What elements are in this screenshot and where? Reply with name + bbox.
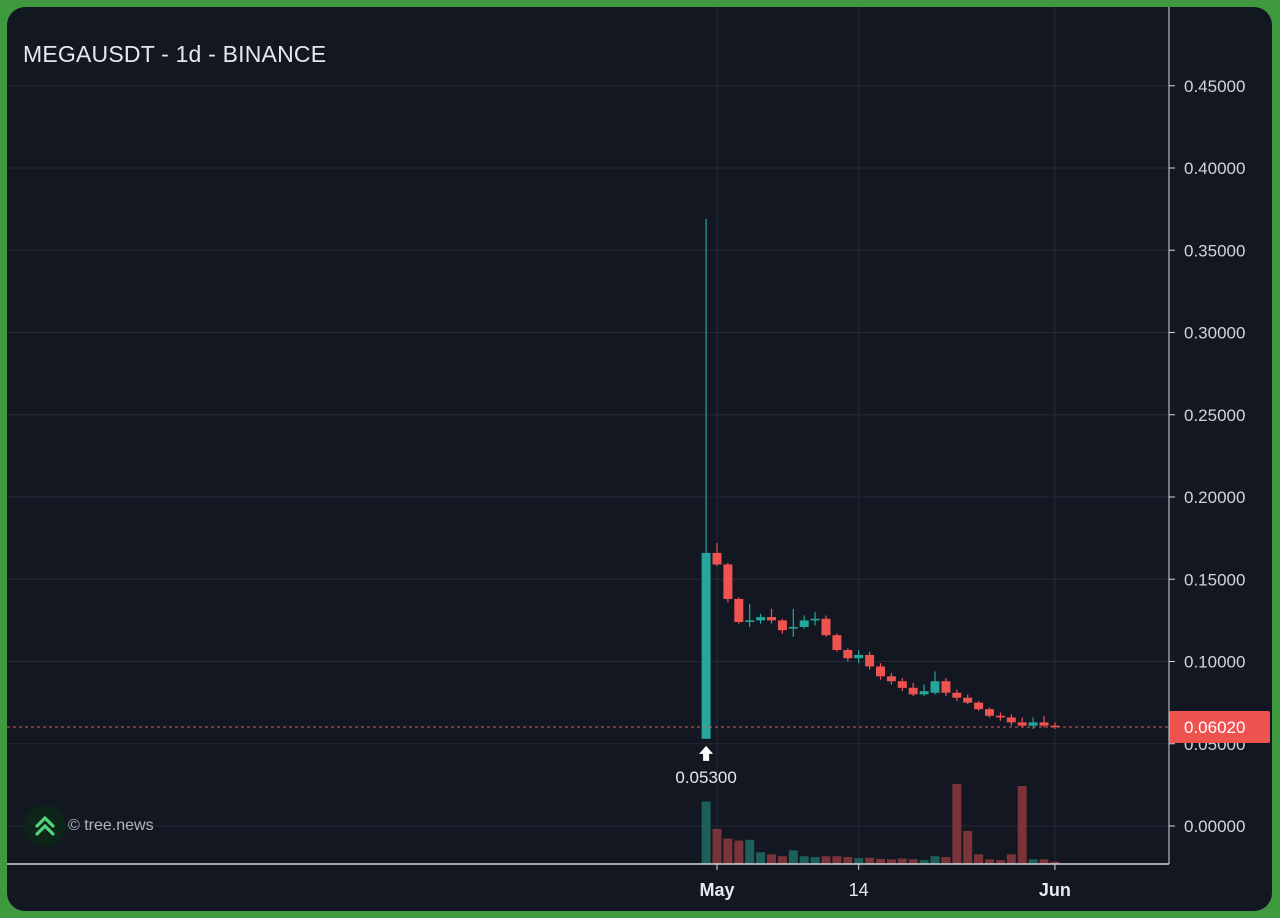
- candle-body: [832, 635, 842, 650]
- y-tick-label: 0.30000: [1184, 324, 1245, 343]
- candle-body: [974, 702, 984, 710]
- watermark-text: © tree.news: [68, 817, 154, 834]
- volume-bar: [843, 856, 853, 864]
- volume-bar: [723, 838, 733, 864]
- candle-body: [995, 715, 1005, 718]
- candle-body: [1028, 722, 1038, 726]
- candle-body: [745, 620, 755, 623]
- volume-bar: [897, 858, 907, 864]
- volume-bar: [712, 828, 722, 864]
- candle-body: [941, 681, 951, 693]
- volume-bar: [821, 856, 831, 864]
- candle-body: [930, 681, 940, 693]
- volume-bar: [767, 854, 776, 864]
- candle-body: [963, 697, 973, 703]
- candle-body: [952, 692, 962, 698]
- candle-body: [843, 649, 853, 659]
- volume-bar: [1017, 786, 1027, 864]
- volume-bar: [908, 859, 918, 864]
- y-tick-label: 0.45000: [1184, 77, 1245, 96]
- y-tick-label: 0.25000: [1184, 406, 1245, 425]
- volume-bar: [941, 856, 951, 864]
- candle-body: [712, 552, 722, 565]
- y-tick-label: 0.20000: [1184, 488, 1245, 507]
- tree-news-logo-icon: [24, 805, 66, 847]
- candle-body: [876, 666, 885, 677]
- y-tick-label: 0.40000: [1184, 159, 1245, 178]
- candle-body: [1039, 722, 1049, 726]
- volume-bar: [974, 854, 984, 864]
- volume-bar: [952, 784, 962, 864]
- x-tick-label: May: [699, 880, 734, 900]
- last-price-badge: [1169, 710, 1270, 743]
- volume-bar: [985, 859, 994, 864]
- volume-bar: [799, 856, 809, 864]
- candlestick-chart[interactable]: 0.45000 0.40000 0.35000 0.30000 0.25000 0.200…: [7, 7, 1272, 911]
- candle-body: [1017, 722, 1027, 726]
- candle-body: [767, 617, 776, 621]
- volume-bar: [701, 801, 711, 864]
- candle-body: [821, 618, 831, 636]
- volume-bar: [876, 858, 885, 864]
- volume-bar: [995, 860, 1005, 864]
- candle-body: [985, 709, 994, 716]
- candle-body: [777, 620, 787, 631]
- volume-bar: [745, 839, 755, 864]
- candle-body: [810, 618, 820, 621]
- x-tick-label: Jun: [1039, 880, 1071, 900]
- y-tick-label: 0.10000: [1184, 653, 1245, 672]
- candle-body: [1006, 717, 1016, 723]
- y-tick-label: 0.15000: [1184, 570, 1245, 589]
- candle-body: [854, 654, 864, 659]
- volume-bar: [734, 840, 744, 864]
- candle-body: [788, 626, 798, 629]
- x-tick-label: 14: [849, 880, 869, 900]
- candle-body: [799, 620, 809, 627]
- volume-bar: [777, 856, 787, 864]
- volume-bar: [886, 859, 896, 864]
- candle-body: [865, 654, 875, 667]
- volume-bar: [854, 858, 864, 864]
- arrow-up-icon: [699, 745, 714, 761]
- candle-body: [919, 691, 929, 695]
- chart-title: MEGAUSDT - 1d - BINANCE: [23, 41, 327, 67]
- volume-bar: [1050, 861, 1060, 864]
- volume-bar: [756, 852, 766, 864]
- volume-bar: [1039, 859, 1049, 864]
- candle-body: [701, 552, 711, 739]
- volume-bar: [919, 860, 929, 864]
- volume-bar: [788, 850, 798, 864]
- candle-body: [886, 676, 896, 682]
- candle-body: [1050, 725, 1060, 728]
- chart-panel: 0.45000 0.40000 0.35000 0.30000 0.25000 0.200…: [7, 7, 1272, 911]
- volume-bar: [963, 830, 973, 864]
- candle-body: [908, 687, 918, 695]
- candle-body: [723, 564, 733, 599]
- y-tick-label: 0.35000: [1184, 241, 1245, 260]
- volume-bar: [1006, 854, 1016, 864]
- volume-bar: [865, 857, 875, 864]
- y-tick-label: 0.00000: [1184, 817, 1245, 836]
- watermark: © tree.news: [24, 805, 154, 847]
- volume-bar: [1028, 859, 1038, 864]
- last-price-label: 0.06020: [1184, 718, 1245, 737]
- volume-bar: [832, 856, 842, 864]
- candle-body: [897, 681, 907, 688]
- candle-body: [734, 598, 744, 623]
- candle-body: [756, 617, 766, 621]
- annotation-label: 0.05300: [675, 768, 736, 787]
- volume-bar: [930, 856, 940, 864]
- volume-bar: [810, 856, 820, 864]
